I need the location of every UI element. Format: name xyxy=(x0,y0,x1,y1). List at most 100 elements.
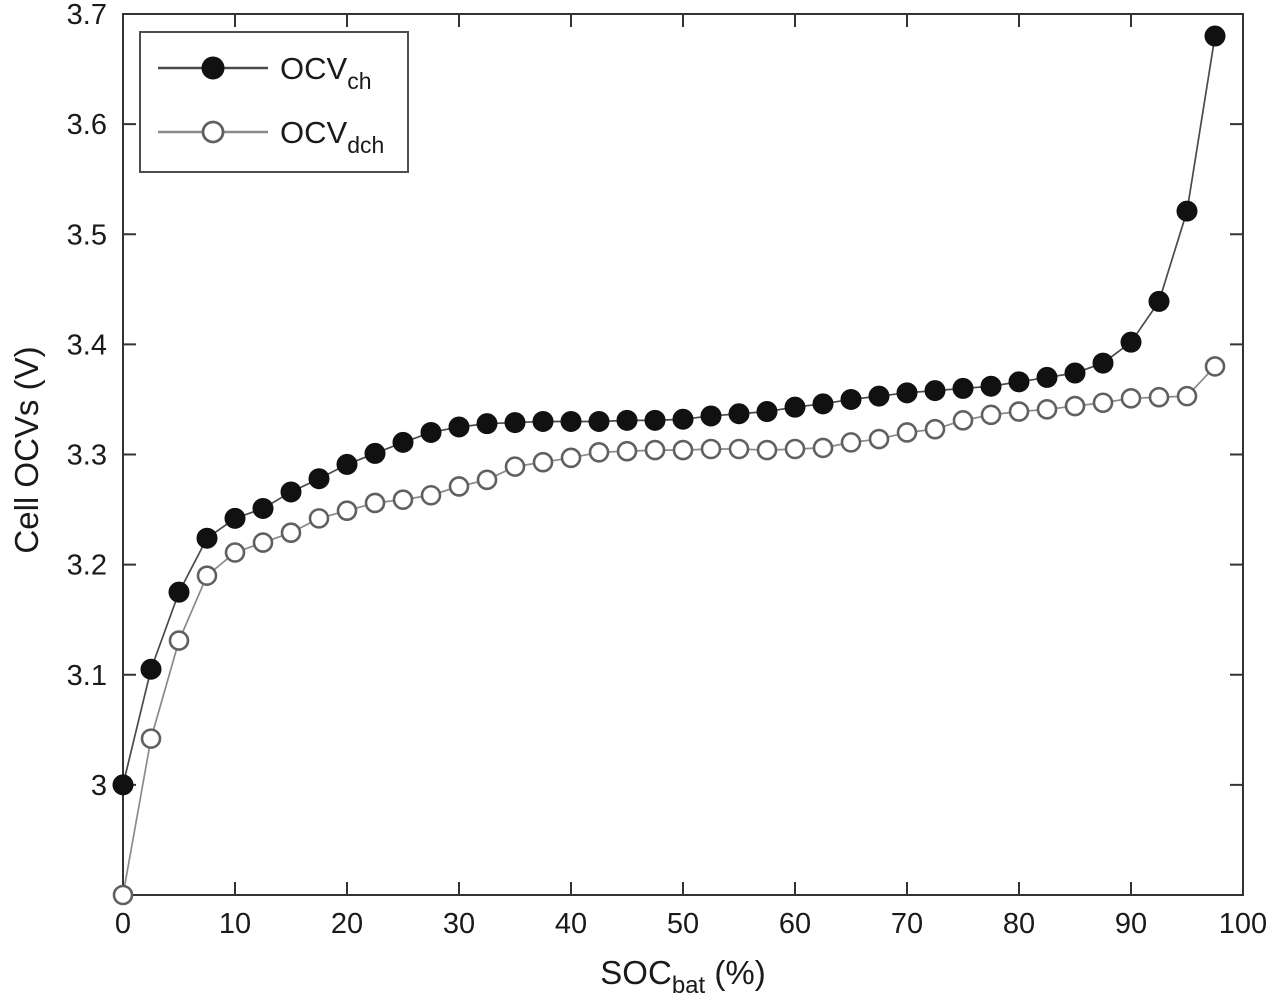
x-tick-label: 90 xyxy=(1115,908,1147,940)
legend-marker-ocv-ch xyxy=(201,56,225,80)
series-ocv-dch-marker xyxy=(168,630,190,651)
x-tick-label: 100 xyxy=(1219,908,1267,940)
x-tick-label: 40 xyxy=(555,908,587,940)
y-tick-label: 3.1 xyxy=(67,660,107,692)
series-ocv-ch-marker xyxy=(560,410,582,432)
series-ocv-dch-marker xyxy=(336,500,358,521)
series-ocv-dch-marker xyxy=(980,404,1002,426)
series-ocv-dch-marker xyxy=(644,439,666,461)
y-tick-label: 3.2 xyxy=(67,550,107,582)
series-ocv-ch-marker xyxy=(840,388,862,410)
series-ocv-dch-marker xyxy=(420,484,442,506)
series-ocv-ch-marker xyxy=(1036,366,1058,388)
series-ocv-ch-marker xyxy=(196,527,218,549)
series-ocv-dch-marker xyxy=(476,469,498,491)
series-ocv-dch-marker xyxy=(364,492,386,514)
plot-border xyxy=(122,13,1244,896)
series-ocv-dch-marker xyxy=(896,422,918,443)
series-ocv-dch-marker xyxy=(140,728,162,749)
series-ocv-ch-marker xyxy=(252,497,274,519)
x-tick-label: 50 xyxy=(667,908,699,940)
series-ocv-dch-marker xyxy=(224,542,246,563)
series-ocv-dch-marker xyxy=(616,440,638,462)
legend-item-ocv-dch: OCVdch xyxy=(158,115,384,158)
series-ocv-ch-marker xyxy=(700,405,722,427)
series-ocv-ch-marker xyxy=(1120,331,1142,353)
legend-label-ocv-ch: OCVch xyxy=(280,51,371,94)
series-ocv-ch-marker xyxy=(448,416,470,438)
series-ocv-ch-marker xyxy=(588,410,610,432)
y-tick-label: 3.3 xyxy=(67,440,107,472)
series-ocv-ch-marker xyxy=(1008,371,1030,393)
series-ocv-dch-marker xyxy=(448,476,470,497)
series-ocv-ch-marker xyxy=(812,393,834,415)
series-ocv-dch-marker xyxy=(588,441,610,463)
series-ocv-dch-marker xyxy=(756,439,778,461)
series-ocv-ch-marker xyxy=(168,581,190,603)
series-ocv-ch-marker xyxy=(336,453,358,475)
x-tick-label: 70 xyxy=(891,908,923,940)
series-ocv-dch-marker xyxy=(504,456,526,477)
series-ocv-ch-marker xyxy=(392,431,414,453)
series-ocv-dch-line xyxy=(122,365,1216,896)
series-ocv-ch-marker xyxy=(280,481,302,503)
series-ocv-ch-marker xyxy=(1148,290,1170,312)
series-ocv-dch-marker xyxy=(1204,356,1226,377)
x-tick-label: 30 xyxy=(443,908,475,940)
series-ocv-dch-marker xyxy=(812,437,834,459)
series-ocv-ch-marker xyxy=(504,412,526,434)
series-ocv-ch-marker xyxy=(364,442,386,464)
series-ocv-dch-marker xyxy=(1148,386,1170,408)
series-ocv-ch-marker xyxy=(532,410,554,432)
legend-box xyxy=(139,31,409,173)
x-tick-label: 20 xyxy=(331,908,363,940)
x-tick-label: 0 xyxy=(115,908,131,940)
series-ocv-dch-marker xyxy=(784,438,806,460)
x-tick-label: 10 xyxy=(219,908,251,940)
series-ocv-ch-marker xyxy=(644,409,666,431)
series-ocv-dch-marker xyxy=(700,438,722,460)
x-axis-label: SOCbat (%) xyxy=(600,954,765,999)
series-ocv-ch-marker xyxy=(728,403,750,425)
series-ocv-ch-marker xyxy=(308,468,330,490)
series-ocv-ch-marker xyxy=(1204,25,1226,47)
series-ocv-dch-marker xyxy=(868,428,890,450)
series-ocv-dch-marker xyxy=(1008,401,1030,422)
series-ocv-ch-marker xyxy=(420,421,442,443)
y-tick-label: 3.4 xyxy=(67,329,107,361)
series-ocv-dch-marker xyxy=(1176,385,1198,407)
x-tick-label: 60 xyxy=(779,908,811,940)
series-ocv-ch-line xyxy=(122,35,1216,786)
series-ocv-ch-marker xyxy=(952,377,974,399)
series-ocv-ch-marker xyxy=(896,382,918,404)
series-ocv-dch-marker xyxy=(196,565,218,586)
y-tick-label: 3 xyxy=(91,770,107,802)
series-ocv-dch-marker xyxy=(840,432,862,453)
y-tick-label: 3.5 xyxy=(67,219,107,251)
y-axis-label: Cell OCVs (V) xyxy=(8,346,45,553)
legend: OCVch OCVdch xyxy=(139,31,409,173)
series-ocv-dch-marker xyxy=(280,522,302,543)
series-ocv-dch-marker xyxy=(1036,399,1058,420)
series-ocv-ch-marker xyxy=(476,413,498,435)
series-ocv-dch-marker xyxy=(532,451,554,473)
series-ocv-ch-marker xyxy=(756,401,778,423)
series-ocv-dch-marker xyxy=(672,439,694,461)
x-tick-label: 80 xyxy=(1003,908,1035,940)
series-ocv-dch-marker xyxy=(1120,388,1142,409)
series-ocv-dch-marker xyxy=(560,447,582,469)
series-ocv-dch-marker xyxy=(308,508,330,529)
series-ocv-ch-marker xyxy=(868,385,890,407)
series-ocv-dch-marker xyxy=(252,532,274,553)
series-ocv-dch-marker xyxy=(392,489,414,510)
legend-item-ocv-ch: OCVch xyxy=(158,51,371,94)
series-ocv-dch-marker xyxy=(728,438,750,460)
legend-marker-ocv-dch xyxy=(201,120,225,144)
legend-label-ocv-dch: OCVdch xyxy=(280,115,384,158)
series-ocv-ch-marker xyxy=(1092,352,1114,374)
series-ocv-ch-marker xyxy=(672,408,694,430)
series-ocv-ch-marker xyxy=(924,380,946,402)
series-ocv-dch-marker xyxy=(924,418,946,440)
